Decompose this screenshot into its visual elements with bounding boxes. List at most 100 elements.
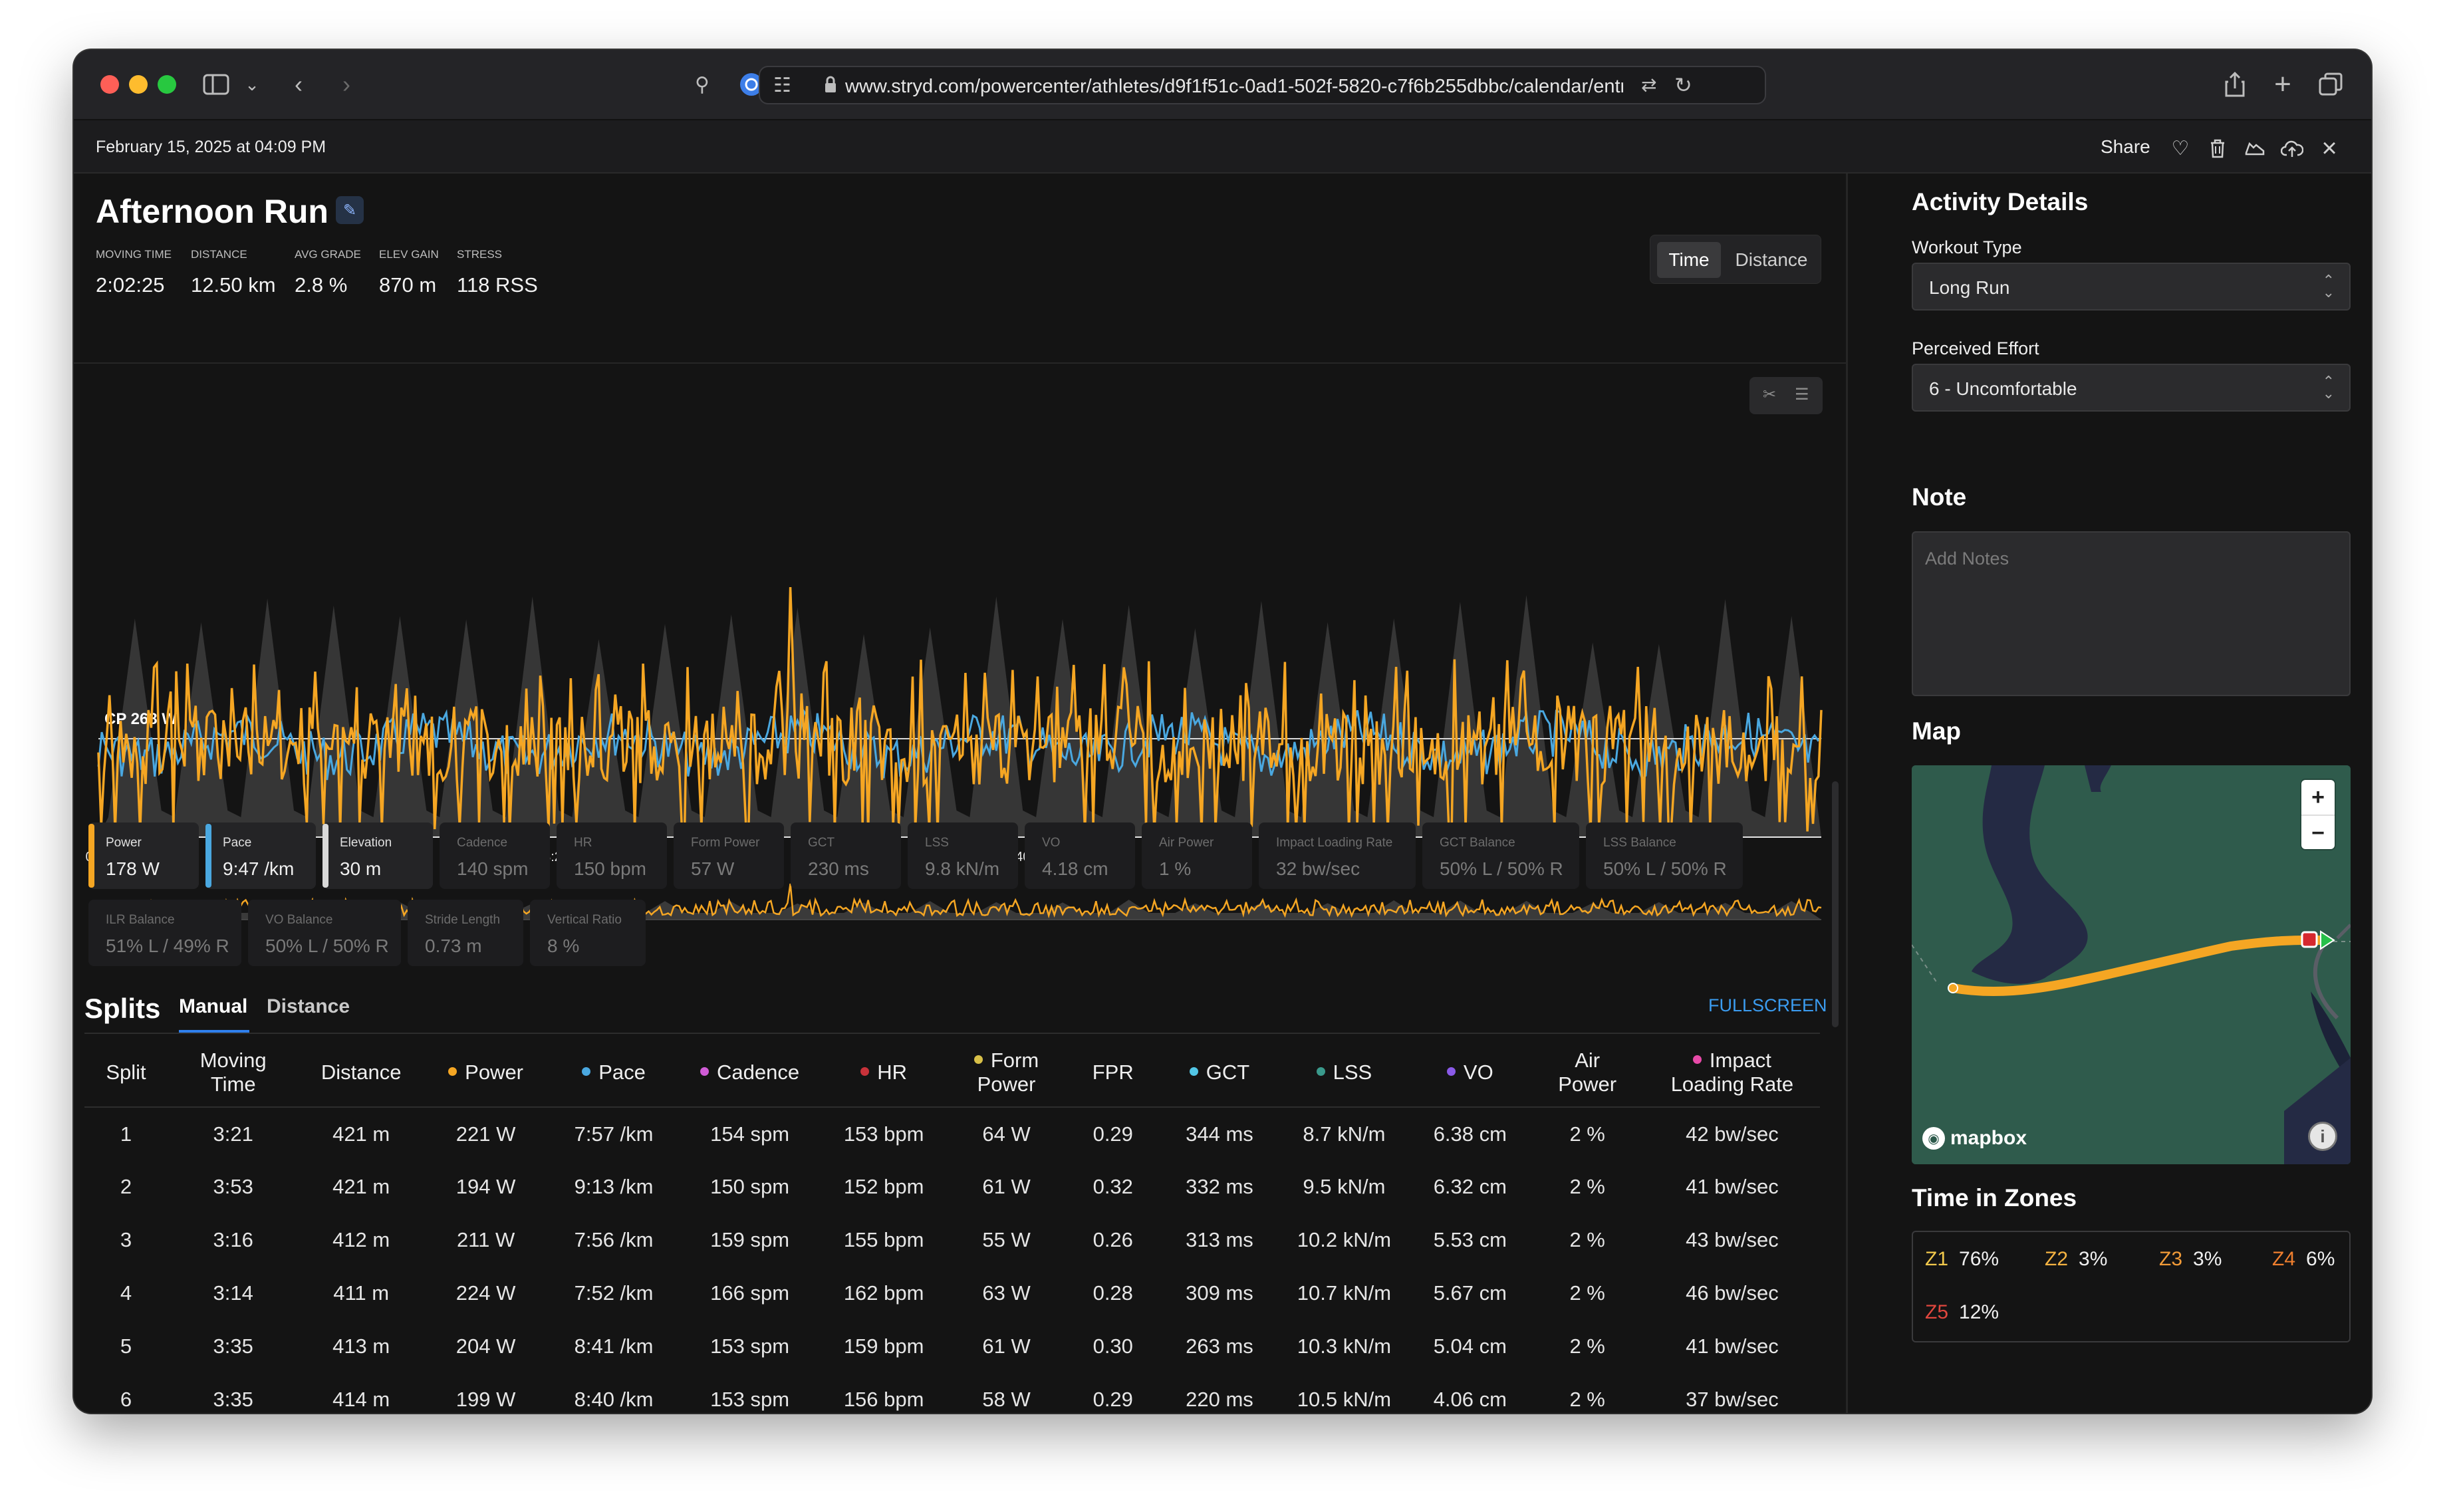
stat-stress: STRESS 118 RSS (457, 248, 538, 297)
table-row[interactable]: 5 3:35 413 m 204 W 8:41 /km 153 spm 159 bpm 61 … (84, 1320, 1820, 1373)
table-cell: 159 bpm (843, 1334, 924, 1358)
new-tab-icon[interactable]: + (2274, 68, 2291, 100)
trash-icon[interactable] (2203, 134, 2232, 163)
toggle-time[interactable]: Time (1657, 242, 1721, 278)
workout-type-select[interactable]: Long Run ⌃ ⌄ (1912, 263, 2351, 311)
card-label: Cadence (457, 836, 508, 850)
column-header-label: Pace (598, 1060, 646, 1084)
column-header[interactable]: Cadence (679, 1038, 821, 1108)
left-scrollbar[interactable] (1832, 781, 1839, 1027)
tab-distance[interactable]: Distance (267, 995, 350, 1017)
heart-icon[interactable]: ♡ (2171, 137, 2190, 160)
note-textarea[interactable]: Add Notes (1912, 531, 2351, 696)
fullscreen-button[interactable]: FULLSCREEN (1708, 995, 1827, 1015)
page-menu-icon[interactable]: ☷ (773, 74, 791, 96)
metric-card-form-power[interactable]: Form Power 57 W (674, 822, 784, 889)
table-row[interactable]: 2 3:53 421 m 194 W 9:13 /km 150 spm 152 bpm 61 … (84, 1160, 1820, 1213)
metric-card-cadence[interactable]: Cadence 140 spm (440, 822, 550, 889)
share-button[interactable]: Share (2101, 136, 2150, 157)
table-cell: 152 bpm (843, 1175, 924, 1198)
forward-icon[interactable]: › (342, 70, 350, 98)
route-map[interactable]: + − ◉ mapbox i (1912, 765, 2351, 1164)
metric-card-impact-loading-rate[interactable]: Impact Loading Rate 32 bw/sec (1259, 822, 1416, 889)
reload-icon[interactable]: ↻ (1674, 73, 1692, 97)
column-header[interactable]: Impact Loading Rate (1644, 1038, 1820, 1108)
column-header[interactable]: FPR (1065, 1038, 1161, 1108)
metric-card-gct[interactable]: GCT 230 ms (791, 822, 901, 889)
stat-label: MOVING TIME (96, 248, 172, 261)
metric-card-pace[interactable]: Pace 9:47 /km (205, 822, 316, 889)
extension-icon[interactable]: ⚲ (695, 73, 709, 96)
metric-card-gct-balance[interactable]: GCT Balance 50% L / 50% R (1422, 822, 1579, 889)
stat-value: 870 m (379, 273, 437, 297)
column-header[interactable]: Moving Time (167, 1038, 299, 1108)
metric-card-stride-length[interactable]: Stride Length 0.73 m (408, 900, 523, 966)
table-cell: 9:13 /km (574, 1175, 654, 1198)
shoe-icon[interactable] (2240, 134, 2269, 163)
table-cell: 10.3 kN/m (1297, 1334, 1392, 1358)
edit-title-icon[interactable]: ✎ (336, 196, 364, 224)
metric-card-vertical-ratio[interactable]: Vertical Ratio 8 % (530, 900, 646, 966)
column-header[interactable]: Distance (299, 1038, 424, 1108)
column-header[interactable]: Form Power (947, 1038, 1066, 1108)
metric-card-vo-balance[interactable]: VO Balance 50% L / 50% R (248, 900, 401, 966)
card-value: 0.73 m (425, 936, 482, 956)
column-header[interactable]: Power (423, 1038, 549, 1108)
scissors-icon[interactable]: ✂ (1763, 386, 1777, 404)
minimize-window-button[interactable] (129, 75, 148, 94)
metric-card-elevation[interactable]: Elevation 30 m (322, 822, 433, 889)
share-icon[interactable] (2216, 66, 2254, 103)
info-icon[interactable]: i (2308, 1122, 2337, 1151)
card-color-bar (322, 824, 328, 888)
tab-overview-icon[interactable] (2312, 66, 2349, 103)
metric-card-power[interactable]: Power 178 W (88, 822, 199, 889)
column-header[interactable]: VO (1410, 1038, 1531, 1108)
chevron-updown-icon: ⌃ ⌄ (2322, 272, 2335, 301)
series-dot-icon (1446, 1067, 1456, 1076)
sidebar-toggle-icon[interactable] (197, 66, 235, 103)
perceived-effort-select[interactable]: 6 - Uncomfortable ⌃ ⌄ (1912, 364, 2351, 412)
column-header[interactable]: Air Power (1530, 1038, 1644, 1108)
column-header[interactable]: GCT (1160, 1038, 1279, 1108)
metric-card-ilr-balance[interactable]: ILR Balance 51% L / 49% R (88, 900, 241, 966)
activity-main: Afternoon Run ✎ MOVING TIME 2:02:25 DIST… (74, 174, 1846, 1413)
url-text: www.stryd.com/powercenter/athletes/d9f1f… (845, 76, 1623, 97)
table-row[interactable]: 1 3:21 421 m 221 W 7:57 /km 154 spm 153 bpm 64 … (84, 1107, 1820, 1160)
filter-icon[interactable]: ☰ (1795, 386, 1809, 404)
cloud-upload-icon[interactable] (2277, 134, 2307, 163)
table-row[interactable]: 4 3:14 411 m 224 W 7:52 /km 166 spm 162 bpm 63 … (84, 1267, 1820, 1320)
address-bar[interactable]: ☷ www.stryd.com/powercenter/athletes/d9f… (759, 66, 1766, 104)
table-row[interactable]: 6 3:35 414 m 199 W 8:40 /km 153 spm 156 bpm 58 … (84, 1373, 1820, 1413)
close-icon[interactable]: × (2321, 133, 2337, 163)
metric-card-hr[interactable]: HR 150 bpm (557, 822, 667, 889)
metric-card-lss-balance[interactable]: LSS Balance 50% L / 50% R (1586, 822, 1743, 889)
time-in-zones-box: Z1 76% Z2 3% Z3 3% Z4 6% Z5 12% (1912, 1231, 2351, 1342)
maximize-window-button[interactable] (158, 75, 176, 94)
metric-card-air-power[interactable]: Air Power 1 % (1142, 822, 1252, 889)
toggle-distance[interactable]: Distance (1735, 249, 1808, 270)
close-window-button[interactable] (100, 75, 119, 94)
table-cell: 1 (120, 1122, 132, 1146)
zone-percent: 3% (2193, 1248, 2222, 1270)
metric-card-lss[interactable]: LSS 9.8 kN/m (908, 822, 1018, 889)
zoom-out-button[interactable]: − (2311, 820, 2325, 846)
column-header[interactable]: HR (820, 1038, 948, 1108)
zone-percent: 12% (1959, 1301, 1999, 1323)
tab-manual[interactable]: Manual (179, 995, 248, 1017)
column-header[interactable]: Pace (548, 1038, 680, 1108)
chevron-down-icon[interactable]: ⌄ (245, 74, 259, 94)
table-cell: 5.67 cm (1433, 1281, 1507, 1305)
translate-icon[interactable]: ⇄ (1641, 74, 1657, 95)
active-tab-indicator (179, 1030, 249, 1033)
back-icon[interactable]: ‹ (295, 70, 303, 98)
table-cell: 6 (120, 1388, 132, 1411)
lock-icon (824, 75, 837, 98)
shield-extension-icon[interactable] (733, 66, 770, 103)
table-row[interactable]: 3 3:16 412 m 211 W 7:56 /km 159 spm 155 bpm 55 … (84, 1213, 1820, 1267)
column-header[interactable]: LSS (1278, 1038, 1410, 1108)
column-header[interactable]: Split (84, 1038, 168, 1108)
zoom-in-button[interactable]: + (2311, 784, 2325, 810)
stat-value: 12.50 km (191, 273, 276, 297)
activity-chart[interactable]: CP 268 W0:0033:201:06:401:40:00 (74, 373, 1846, 932)
metric-card-vo[interactable]: VO 4.18 cm (1025, 822, 1135, 889)
